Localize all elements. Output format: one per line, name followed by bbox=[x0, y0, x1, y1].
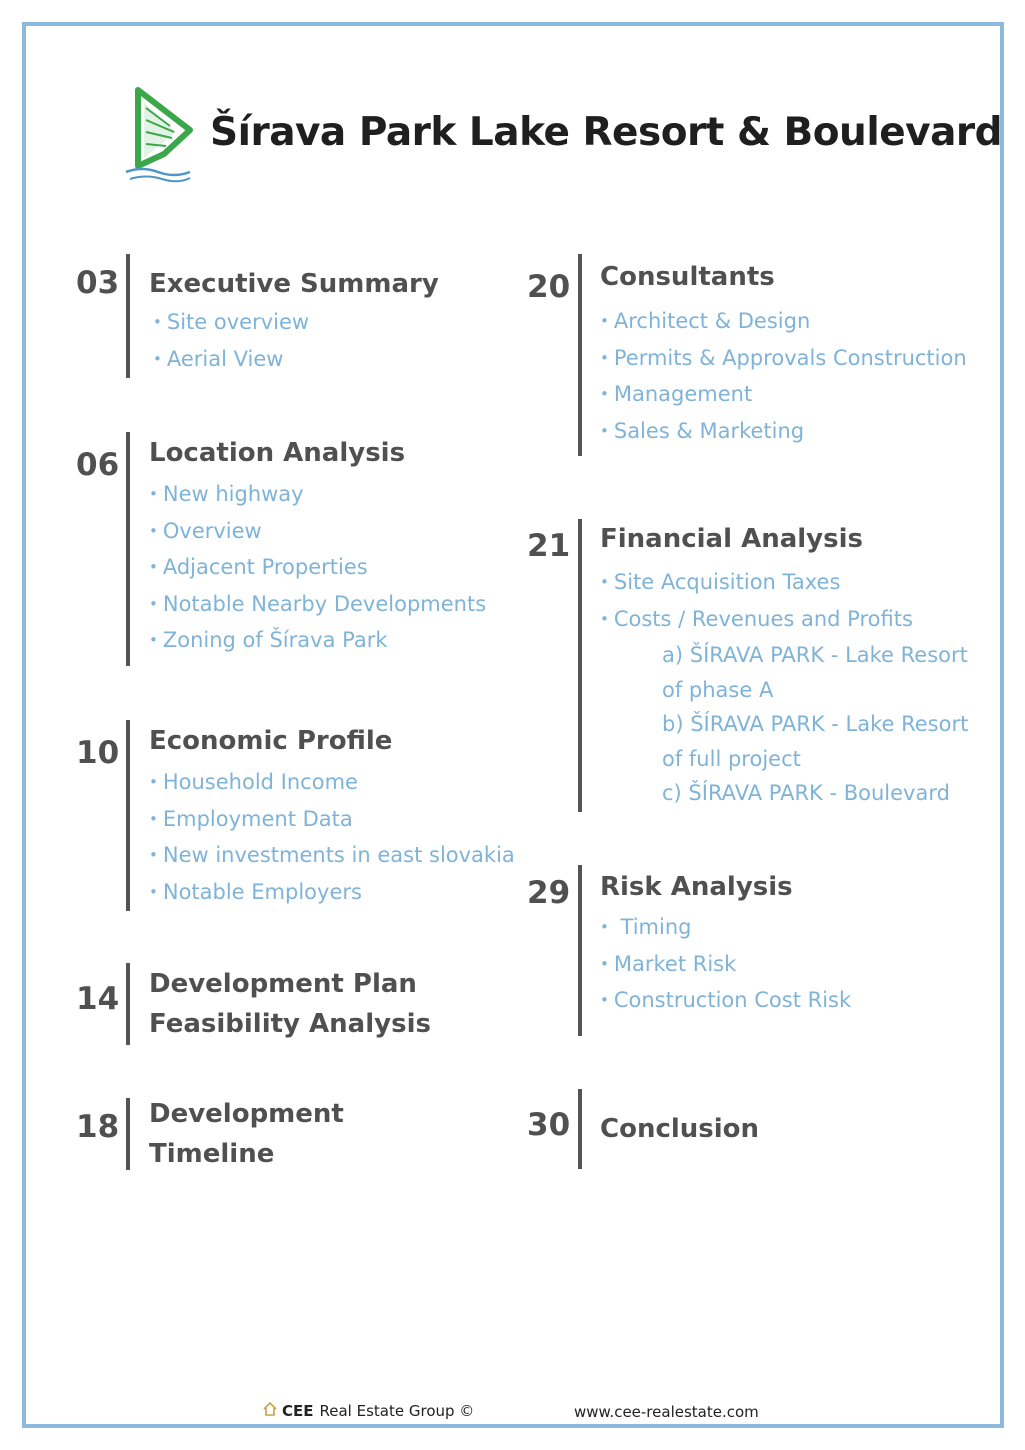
company-short-name: CEE bbox=[282, 1402, 314, 1420]
section-title: Conclusion bbox=[600, 1114, 760, 1144]
list-item: • Adjacent Properties bbox=[149, 555, 368, 579]
list-item: • Site Acquisition Taxes bbox=[600, 570, 841, 594]
section-title: Financial Analysis bbox=[600, 524, 863, 554]
footer-company: CEE Real Estate Group © bbox=[262, 1401, 474, 1421]
page-number: 06 bbox=[76, 447, 120, 483]
page-number: 03 bbox=[76, 265, 120, 301]
list-item: • Management bbox=[600, 382, 753, 406]
list-item: • Permits & Approvals Construction bbox=[600, 345, 967, 370]
page-number: 18 bbox=[76, 1109, 120, 1145]
section-divider bbox=[578, 865, 582, 1036]
list-item: • Architect & Design bbox=[600, 309, 811, 333]
list-item: • Market Risk bbox=[600, 951, 737, 976]
page-number: 29 bbox=[527, 875, 571, 911]
footer-website: www.cee-realestate.com bbox=[574, 1403, 759, 1421]
section-title: Executive Summary bbox=[149, 269, 439, 299]
page-border bbox=[22, 22, 1004, 1428]
list-sub-item: a) ŠÍRAVA PARK - Lake Resort bbox=[662, 643, 968, 667]
page-number: 10 bbox=[76, 735, 120, 771]
list-item: • Overview bbox=[149, 518, 262, 543]
section-divider bbox=[126, 254, 130, 378]
section-title: Economic Profile bbox=[149, 726, 393, 756]
list-item: • Timing bbox=[600, 915, 692, 939]
list-item: • Employment Data bbox=[149, 806, 353, 831]
section-title: Development Plan bbox=[149, 969, 417, 999]
page-number: 14 bbox=[76, 981, 120, 1017]
list-sub-item: b) ŠÍRAVA PARK - Lake Resort bbox=[662, 712, 969, 736]
page-number: 21 bbox=[527, 528, 571, 564]
section-divider bbox=[126, 1098, 130, 1170]
home-outline-icon bbox=[262, 1401, 278, 1421]
section-divider bbox=[126, 963, 130, 1045]
section-divider bbox=[578, 519, 582, 812]
page-number: 20 bbox=[527, 269, 571, 305]
list-item: • Household Income bbox=[149, 770, 358, 794]
list-sub-item: of phase A bbox=[662, 677, 774, 702]
section-title: Consultants bbox=[600, 262, 775, 292]
section-title: Location Analysis bbox=[149, 438, 406, 468]
list-item: • Aerial View bbox=[153, 346, 284, 371]
section-divider bbox=[126, 720, 130, 911]
section-divider bbox=[578, 1089, 582, 1169]
list-item: • Sales & Marketing bbox=[600, 418, 805, 443]
section-title: Risk Analysis bbox=[600, 872, 793, 902]
list-item: • Notable Nearby Developments bbox=[149, 591, 487, 616]
list-item: • New highway bbox=[149, 482, 304, 506]
list-item: • Costs / Revenues and Profits bbox=[600, 606, 913, 631]
list-sub-item: of full project bbox=[662, 746, 801, 771]
sailboat-logo-icon bbox=[124, 86, 194, 186]
list-item: • New investments in east slovakia bbox=[149, 843, 515, 867]
section-divider bbox=[578, 254, 582, 456]
document-title: Šírava Park Lake Resort & Boulevard bbox=[210, 110, 1003, 155]
list-item: • Site overview bbox=[153, 310, 310, 334]
list-item: • Notable Employers bbox=[149, 879, 362, 904]
section-divider bbox=[126, 432, 130, 666]
company-name: Real Estate Group © bbox=[319, 1402, 475, 1420]
section-title: Timeline bbox=[149, 1139, 275, 1169]
list-sub-item: c) ŠÍRAVA PARK - Boulevard bbox=[662, 781, 950, 805]
list-item: • Construction Cost Risk bbox=[600, 988, 852, 1012]
section-title: Development bbox=[149, 1099, 344, 1129]
list-item: • Zoning of Šírava Park bbox=[149, 628, 388, 652]
page-number: 30 bbox=[527, 1107, 571, 1143]
section-title: Feasibility Analysis bbox=[149, 1009, 431, 1039]
